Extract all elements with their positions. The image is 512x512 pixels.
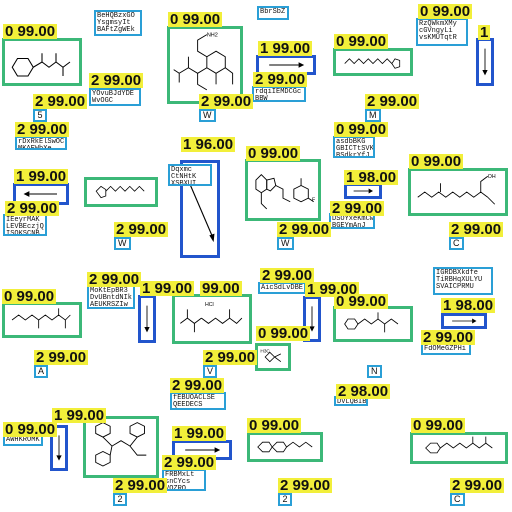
molecule-structure-10 (83, 416, 159, 478)
score-badge-27: 1 99.00 (305, 281, 360, 298)
text-region-7: asdbBKG GBICTtSVK BSdkrYfJ (333, 136, 375, 158)
molecule-structure-9 (333, 306, 413, 342)
label-box-5: W (277, 237, 294, 250)
text-region-17: FRBMxLt snCYcs VQZRQ (162, 469, 206, 491)
score-badge-42: 2 99.00 (170, 377, 225, 394)
arrow-down-2 (138, 295, 156, 343)
molecule-structure-5: F (245, 159, 321, 221)
text-region-6: rDxRkElSwOC MKAEWbXe (15, 136, 67, 150)
label-box-8: V (203, 365, 218, 378)
score-badge-2: 0 99.00 (168, 11, 223, 28)
molecule-structure-6: OH (408, 168, 508, 216)
score-badge-13: 0 99.00 (246, 145, 301, 162)
label-box-1: 5 (33, 109, 47, 122)
oh-label: OH (488, 174, 496, 180)
molecule-structure-4 (84, 177, 158, 207)
score-badge-41: 0 99.00 (3, 421, 58, 438)
hcl-label: HCl (205, 302, 214, 308)
score-badge-34: 2 99.00 (34, 349, 89, 366)
score-badge-37: 1 99.00 (52, 407, 107, 424)
score-badge-10: 2 99.00 (199, 93, 254, 110)
score-badge-20: 2 99.00 (5, 200, 60, 217)
text-region-1: BbrSbZ j (257, 6, 289, 20)
text-region-4: YOvuBJdYDE WvOGC (89, 88, 141, 106)
score-badge-11: 2 99.00 (365, 93, 420, 110)
score-badge-30: 1 98.00 (441, 297, 496, 314)
molecule-structure-11 (247, 432, 323, 462)
score-badge-46: 2 99.00 (450, 477, 505, 494)
text-region-12: IGRDBXkdfe TiRBHqXULYU SVAICPRMU (433, 267, 493, 295)
text-region-14: fEBUOACLSE QEEDECS (170, 392, 226, 410)
score-badge-44: 2 99.00 (113, 477, 168, 494)
molecule-structure-8: HCl (172, 294, 252, 344)
score-badge-29: 0 99.00 (334, 293, 389, 310)
molecule-structure-13: H3C (255, 343, 291, 371)
score-badge-17: 1 99.00 (14, 168, 69, 185)
score-badge-39: 1 99.00 (172, 425, 227, 442)
score-badge-43: 2 99.00 (162, 454, 217, 471)
score-badge-31: 0 99.00 (256, 325, 311, 342)
molecule-structure-7 (2, 302, 82, 338)
score-badge-35: 2 99.00 (203, 349, 258, 366)
molecule-structure-3 (333, 48, 413, 76)
arrow-down-1 (476, 38, 494, 86)
score-badge-16: 0 99.00 (409, 153, 464, 170)
score-badge-36: 2 98.00 (336, 383, 391, 400)
molecule-structure-2: NH2 (167, 26, 243, 104)
score-badge-32: 2 99.00 (260, 267, 315, 284)
label-box-3: M (365, 109, 381, 122)
score-badge-45: 2 99.00 (278, 477, 333, 494)
text-region-5: rdqiIEMDCGc BBW (252, 86, 306, 102)
score-badge-8: 2 99.00 (253, 71, 308, 88)
score-badge-1: 0 99.00 (3, 23, 58, 40)
score-badge-33: 2 99.00 (421, 329, 476, 346)
score-badge-6: 1 (478, 24, 491, 41)
score-badge-12: 1 96.00 (181, 136, 236, 153)
label-box-2: W (199, 109, 216, 122)
score-badge-18: 1 98.00 (344, 169, 399, 186)
f-label: F (312, 198, 316, 204)
label-box-4: W (114, 237, 131, 250)
label-box-11: 2 (278, 493, 292, 506)
molecule-structure-1 (2, 38, 82, 86)
label-box-10: 2 (113, 493, 127, 506)
text-region-3: RzQWkmXMy cGVngyLi vsKMUTqtR (416, 18, 468, 46)
score-badge-23: 2 99.00 (449, 221, 504, 238)
label-box-12: C (450, 493, 465, 506)
h3c-label: H3C (260, 348, 270, 353)
arrow-right-3 (441, 313, 487, 329)
score-badge-4: 0 99.00 (334, 33, 389, 50)
score-badge-15: 0 99.00 (334, 121, 389, 138)
label-box-9: N (367, 365, 382, 378)
score-badge-19: 2 99.00 (330, 200, 385, 217)
score-badge-38: 0 99.00 (247, 417, 302, 434)
label-box-7: A (34, 365, 49, 378)
text-region-9: IEeyrMAK LEVBEczjQ ISQKSCNB (3, 214, 47, 236)
score-badge-25: 99.00 (200, 280, 242, 297)
label-box-6: C (449, 237, 464, 250)
score-badge-26: 2 99.00 (87, 271, 142, 288)
text-region-10: MoKtEpBR3 DvUBntdNIk AEUKRSZIw (87, 285, 135, 309)
molecule-structure-12 (410, 432, 508, 464)
nh2-label: NH2 (207, 32, 218, 38)
score-badge-21: 2 99.00 (114, 221, 169, 238)
score-badge-28: 0 99.00 (2, 288, 57, 305)
score-badge-22: 2 99.00 (277, 221, 332, 238)
score-badge-40: 0 99.00 (411, 417, 466, 434)
score-badge-24: 1 99.00 (140, 280, 195, 297)
score-badge-3: 1 99.00 (258, 40, 313, 57)
score-badge-9: 2 99.00 (33, 93, 88, 110)
score-badge-7: 2 99.00 (89, 72, 144, 89)
text-region-2: BeHQBzxGO YsgmsyIt BAFtZgWEk (94, 10, 142, 36)
score-badge-14: 2 99.00 (15, 121, 70, 138)
score-badge-5: 0 99.00 (418, 3, 473, 20)
text-region-18: Dqxmc CtNHtK XSBXUI (168, 164, 212, 186)
